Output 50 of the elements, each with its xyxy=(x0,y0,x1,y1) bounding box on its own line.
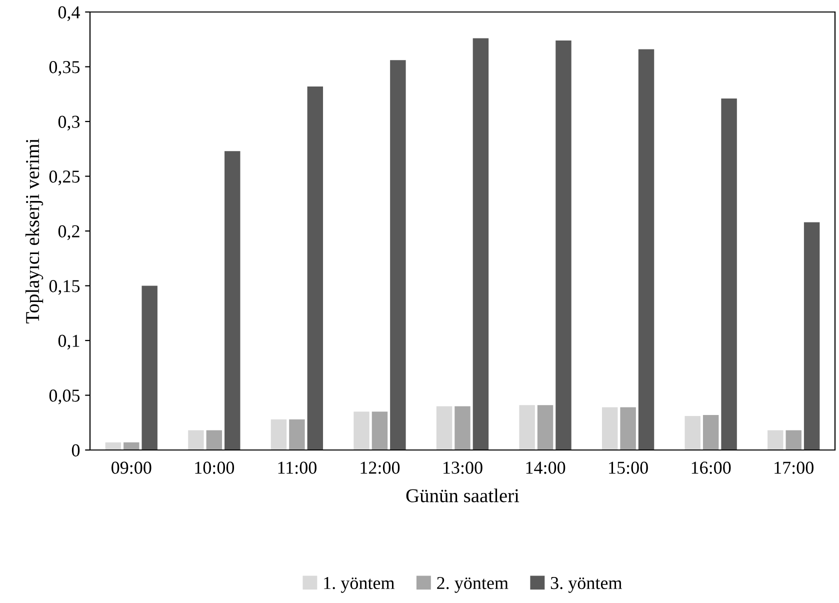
bar xyxy=(372,412,388,450)
x-tick-label: 10:00 xyxy=(195,462,234,474)
bar xyxy=(786,430,802,450)
x-tick-label: 14:00 xyxy=(526,462,566,474)
x-axis-title: Günün saatleri xyxy=(406,488,520,502)
y-tick-label: 0,05 xyxy=(49,390,80,404)
y-tick-label: 0,4 xyxy=(58,6,80,22)
y-tick-label: 0,3 xyxy=(58,116,80,131)
bar xyxy=(390,60,406,450)
bar xyxy=(206,430,222,450)
legend-label: 2. yöntem xyxy=(437,576,508,593)
bar xyxy=(270,419,287,450)
bar xyxy=(436,406,452,450)
y-tick-label: 0 xyxy=(72,444,80,456)
bar xyxy=(620,407,636,450)
legend-label: 3. yöntem xyxy=(550,576,622,593)
y-tick-label: 0,1 xyxy=(58,334,80,350)
bar xyxy=(289,419,305,450)
x-tick-label: 11:00 xyxy=(278,462,316,474)
x-tick-label: 13:00 xyxy=(444,462,482,474)
x-tick-label: 12:00 xyxy=(360,462,400,474)
y-tick-label: 0,25 xyxy=(49,170,80,186)
bar xyxy=(721,98,737,450)
bar xyxy=(307,86,324,450)
bar xyxy=(702,414,719,450)
y-axis-title: Toplayıcı ekserji verimi xyxy=(25,138,44,324)
x-tick-label: 17:00 xyxy=(774,462,814,474)
x-tick-label: 15:00 xyxy=(609,462,648,474)
bar xyxy=(602,407,618,450)
x-tick-label: 09:00 xyxy=(112,462,152,474)
bar xyxy=(638,49,654,450)
bar xyxy=(188,430,204,450)
bar xyxy=(224,151,240,450)
bar xyxy=(454,406,470,450)
bar xyxy=(684,416,700,450)
bar xyxy=(519,405,535,450)
bar xyxy=(768,430,784,450)
y-tick-label: 0,35 xyxy=(49,61,80,76)
bar xyxy=(124,442,140,450)
y-tick-label: 0,15 xyxy=(49,280,80,295)
bar xyxy=(105,442,122,450)
bar xyxy=(556,40,572,450)
bar xyxy=(804,222,820,450)
y-tick-label: 0,2 xyxy=(58,225,80,240)
bar xyxy=(537,405,554,450)
legend-label: 1. yöntem xyxy=(324,577,395,593)
bar xyxy=(142,286,158,450)
bar xyxy=(354,412,370,450)
x-tick-label: 16:00 xyxy=(692,462,731,474)
bar xyxy=(472,38,489,450)
